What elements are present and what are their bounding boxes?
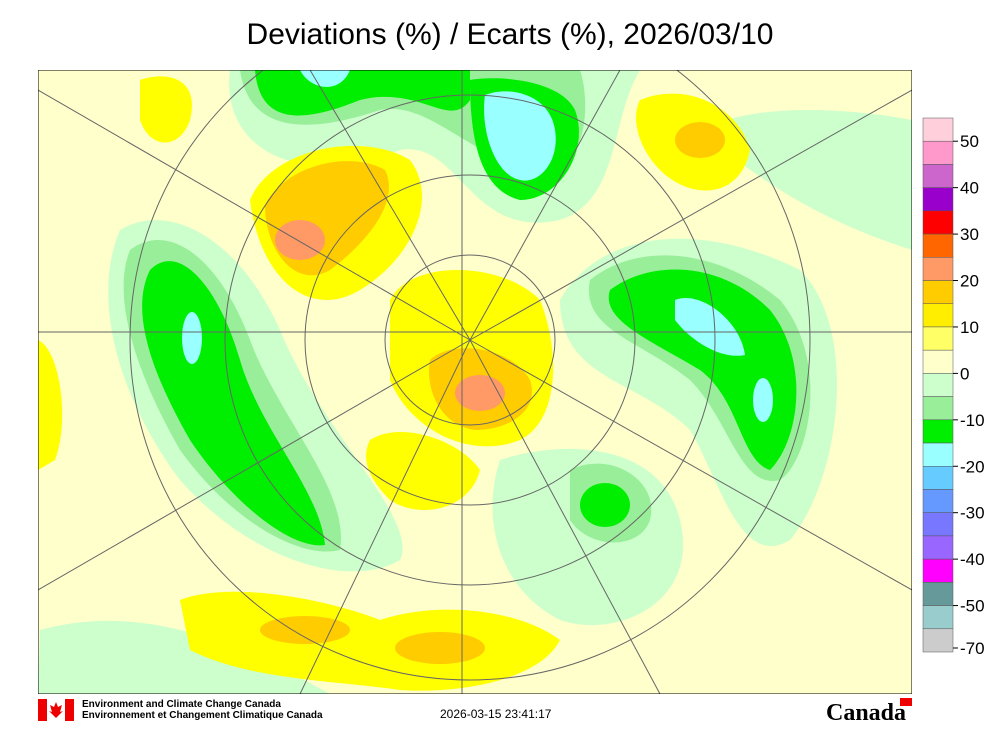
- colorbar-segment: [922, 187, 954, 212]
- colorbar-segment: [922, 233, 954, 258]
- colorbar-label: -70: [960, 639, 985, 658]
- colorbar: 50 40 30 20 10 0 -10 -20 -30 -40 -50 -70: [922, 117, 985, 658]
- colorbar-segment: [922, 326, 954, 351]
- timestamp: 2026-03-15 23:41:17: [440, 707, 552, 721]
- footer: Environment and Climate Change Canada En…: [38, 698, 912, 726]
- colorbar-segment: [922, 257, 954, 281]
- colorbar-label: 50: [960, 132, 979, 151]
- colorbar-label: -10: [960, 411, 985, 430]
- flag: [38, 699, 47, 721]
- map: [38, 70, 912, 694]
- colorbar-segment: [922, 280, 954, 304]
- colorbar-segment: [922, 140, 954, 165]
- colorbar-segment: [922, 419, 954, 444]
- colorbar-segment: [922, 558, 954, 583]
- colorbar-segment: [922, 628, 954, 653]
- colorbar-label: -50: [960, 597, 985, 616]
- colorbar-segment: [922, 442, 954, 467]
- colorbar-segment: [922, 535, 954, 560]
- colorbar-segment: [922, 349, 954, 374]
- colorbar-segment: [922, 582, 954, 606]
- wordmark: Canada: [826, 700, 906, 726]
- agency-fr: Environnement et Changement Climatique C…: [82, 710, 323, 721]
- colorbar-label: 20: [960, 272, 979, 291]
- colorbar-label: 40: [960, 179, 979, 198]
- colorbar-segment: [922, 466, 954, 490]
- title: Deviations (%) / Ecarts (%), 2026/03/10: [247, 18, 774, 51]
- colorbar-segment: [922, 164, 954, 188]
- colorbar-segment: [922, 210, 954, 235]
- agency-en: Environment and Climate Change Canada: [82, 699, 281, 710]
- colorbar-segment: [922, 489, 954, 513]
- colorbar-segment: [922, 512, 954, 537]
- colorbar-segment: [922, 373, 954, 397]
- colorbar-label: -20: [960, 457, 985, 476]
- colorbar-segment: [922, 605, 954, 630]
- colorbar-label: -30: [960, 504, 985, 523]
- colorbar-label: 0: [960, 364, 969, 383]
- colorbar-segment: [922, 396, 954, 421]
- colorbar-label: 10: [960, 318, 979, 337]
- colorbar-segment: [922, 303, 954, 328]
- colorbar-segment: [922, 117, 954, 142]
- colorbar-label: -40: [960, 550, 985, 569]
- colorbar-label: 30: [960, 225, 979, 244]
